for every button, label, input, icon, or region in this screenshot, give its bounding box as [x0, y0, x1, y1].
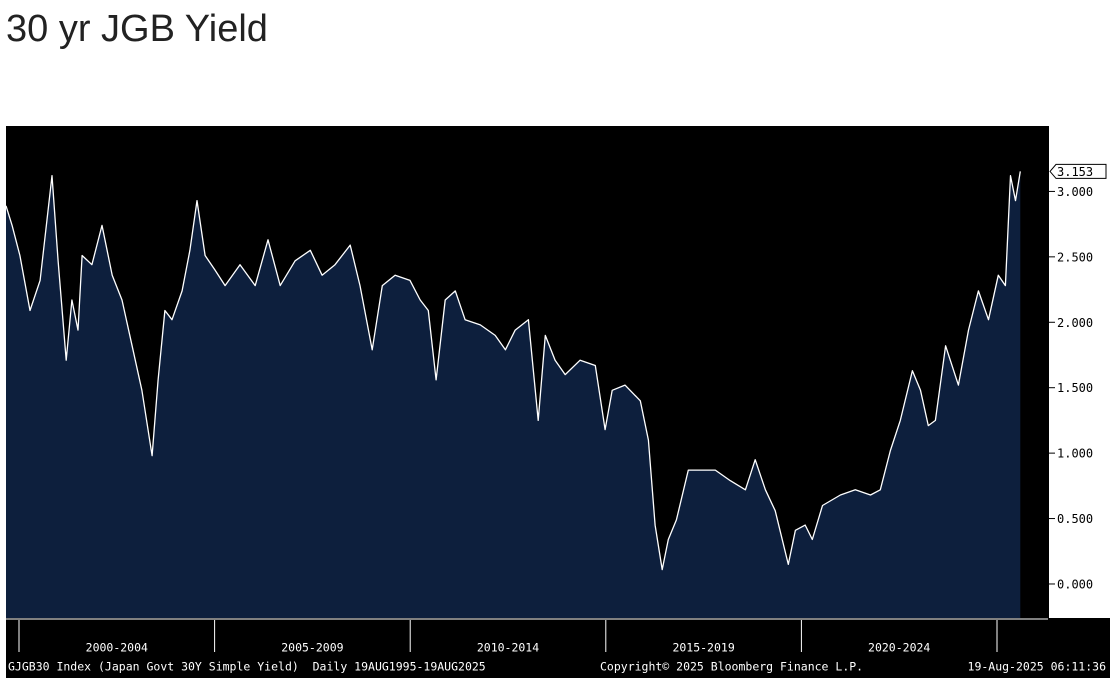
last-value-box	[1049, 163, 1107, 179]
footer-left: GJGB30 Index (Japan Govt 30Y Simple Yiel…	[8, 660, 486, 674]
last-value-label: 3.153	[1057, 165, 1093, 179]
footer-background	[6, 618, 1110, 678]
y-tick-label: 0.000	[1057, 577, 1093, 591]
y-tick-label: 1.000	[1057, 447, 1093, 461]
footer-right: 19-Aug-2025 06:11:36	[968, 660, 1107, 674]
y-tick-label: 2.000	[1057, 316, 1093, 330]
y-tick-label: 0.500	[1057, 512, 1093, 526]
x-period-label: 2005-2009	[281, 641, 343, 655]
x-period-label: 2000-2004	[86, 641, 148, 655]
x-period-label: 2010-2014	[477, 641, 539, 655]
line	[5, 171, 1021, 571]
area	[6, 171, 1021, 618]
y-tick-label: 2.500	[1057, 250, 1093, 264]
footer-center: Copyright© 2025 Bloomberg Finance L.P.	[600, 660, 863, 674]
y-tick-label: 1.500	[1057, 381, 1093, 395]
x-period-label: 2020-2024	[868, 641, 930, 655]
y-tick-label: 3.000	[1057, 185, 1093, 199]
chart-title: 30 yr JGB Yield	[6, 8, 268, 50]
x-period-label: 2015-2019	[672, 641, 734, 655]
